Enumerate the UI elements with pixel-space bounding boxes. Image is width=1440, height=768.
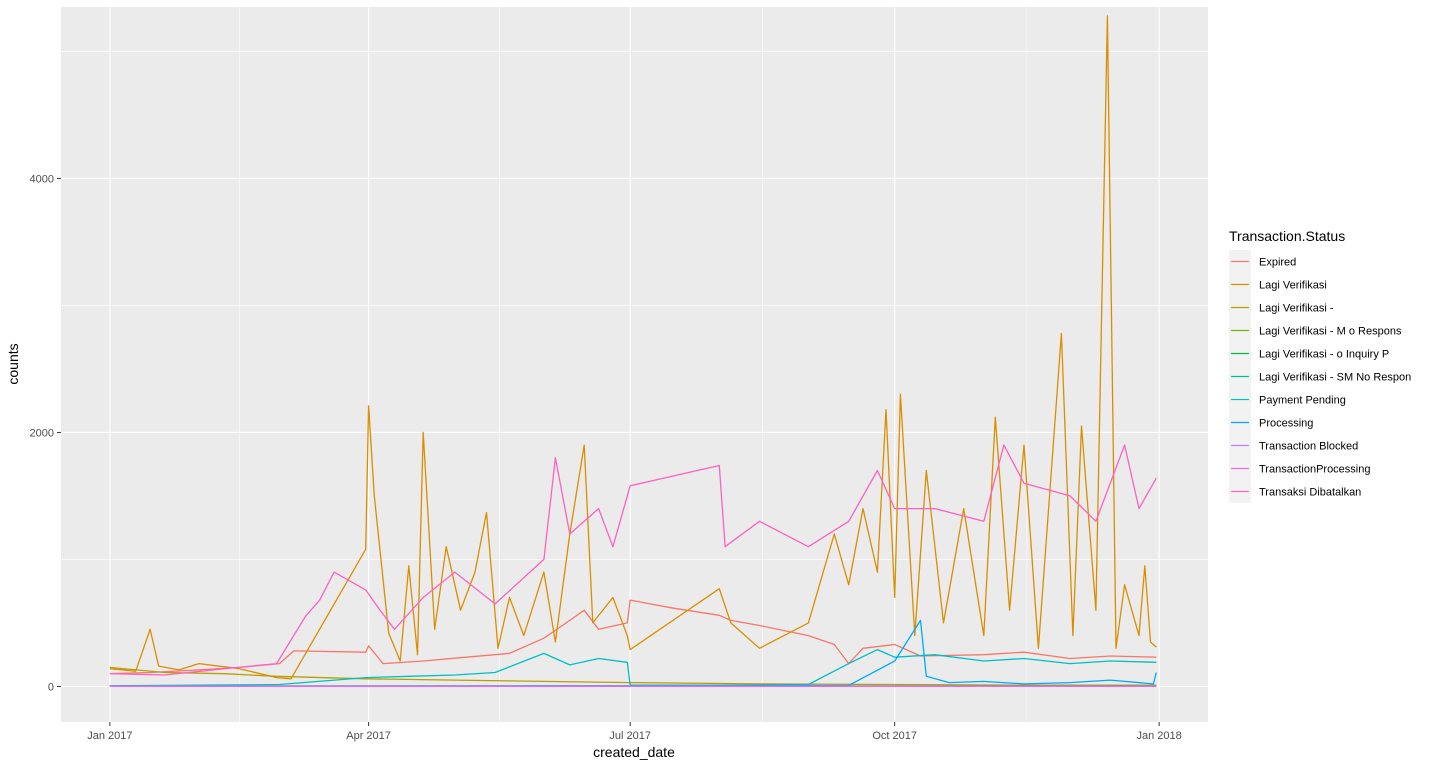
y-tick-label: 0 [48, 681, 54, 693]
legend-label: Transaction Blocked [1259, 441, 1358, 453]
legend-item: Expired [1229, 250, 1296, 273]
x-tick-label: Jul 2017 [609, 730, 651, 742]
legend-item: Lagi Verifikasi - o Inquiry P [1229, 342, 1389, 365]
legend-label: Lagi Verifikasi - [1259, 303, 1334, 315]
legend-item: TransactionProcessing [1229, 457, 1370, 480]
legend-item: Processing [1229, 411, 1313, 434]
y-axis-title: counts [5, 343, 21, 384]
x-tick-label: Jan 2018 [1136, 730, 1181, 742]
y-tick-label: 2000 [30, 427, 54, 439]
legend-label: Payment Pending [1259, 395, 1346, 407]
legend-title: Transaction.Status [1229, 228, 1345, 244]
axis-tick-labels: Jan 2017 Apr 2017 Jul 2017 Oct 2017 Jan 2018… [30, 173, 1182, 742]
series-line-10 [109, 444, 1157, 676]
plot-panel [61, 7, 1208, 722]
legend-label: Processing [1259, 418, 1313, 430]
legend-item: Payment Pending [1229, 388, 1346, 411]
legend-label: Lagi Verifikasi [1259, 280, 1327, 292]
legend: Transaction.Status Expired Lagi Verifikas… [1229, 228, 1411, 503]
legend-items: Expired Lagi Verifikasi Lagi Verifikasi - L… [1229, 250, 1411, 503]
legend-label: TransactionProcessing [1259, 464, 1370, 476]
legend-label: Lagi Verifikasi - M o Respons [1259, 326, 1402, 338]
x-tick-label: Jan 2017 [87, 730, 132, 742]
legend-label: Transaksi Dibatalkan [1259, 487, 1361, 499]
legend-label: Expired [1259, 257, 1296, 269]
x-axis-title: created_date [593, 744, 675, 760]
legend-label: Lagi Verifikasi - SM No Respon [1259, 372, 1411, 384]
legend-item: Transaksi Dibatalkan [1229, 480, 1361, 503]
legend-item: Lagi Verifikasi - SM No Respon [1229, 365, 1411, 388]
legend-item: Lagi Verifikasi - M o Respons [1229, 319, 1402, 342]
legend-item: Transaction Blocked [1229, 434, 1358, 457]
series-line-2 [109, 666, 1157, 686]
y-tick-label: 4000 [30, 173, 54, 185]
legend-item: Lagi Verifikasi [1229, 273, 1327, 296]
minor-gridlines [61, 7, 1208, 722]
legend-label: Lagi Verifikasi - o Inquiry P [1259, 349, 1389, 361]
series-line-0 [109, 599, 1157, 675]
x-tick-label: Oct 2017 [872, 730, 917, 742]
axis-ticks [57, 177, 1160, 726]
series-lines [109, 15, 1157, 687]
x-tick-label: Apr 2017 [346, 730, 391, 742]
legend-item: Lagi Verifikasi - [1229, 296, 1334, 319]
